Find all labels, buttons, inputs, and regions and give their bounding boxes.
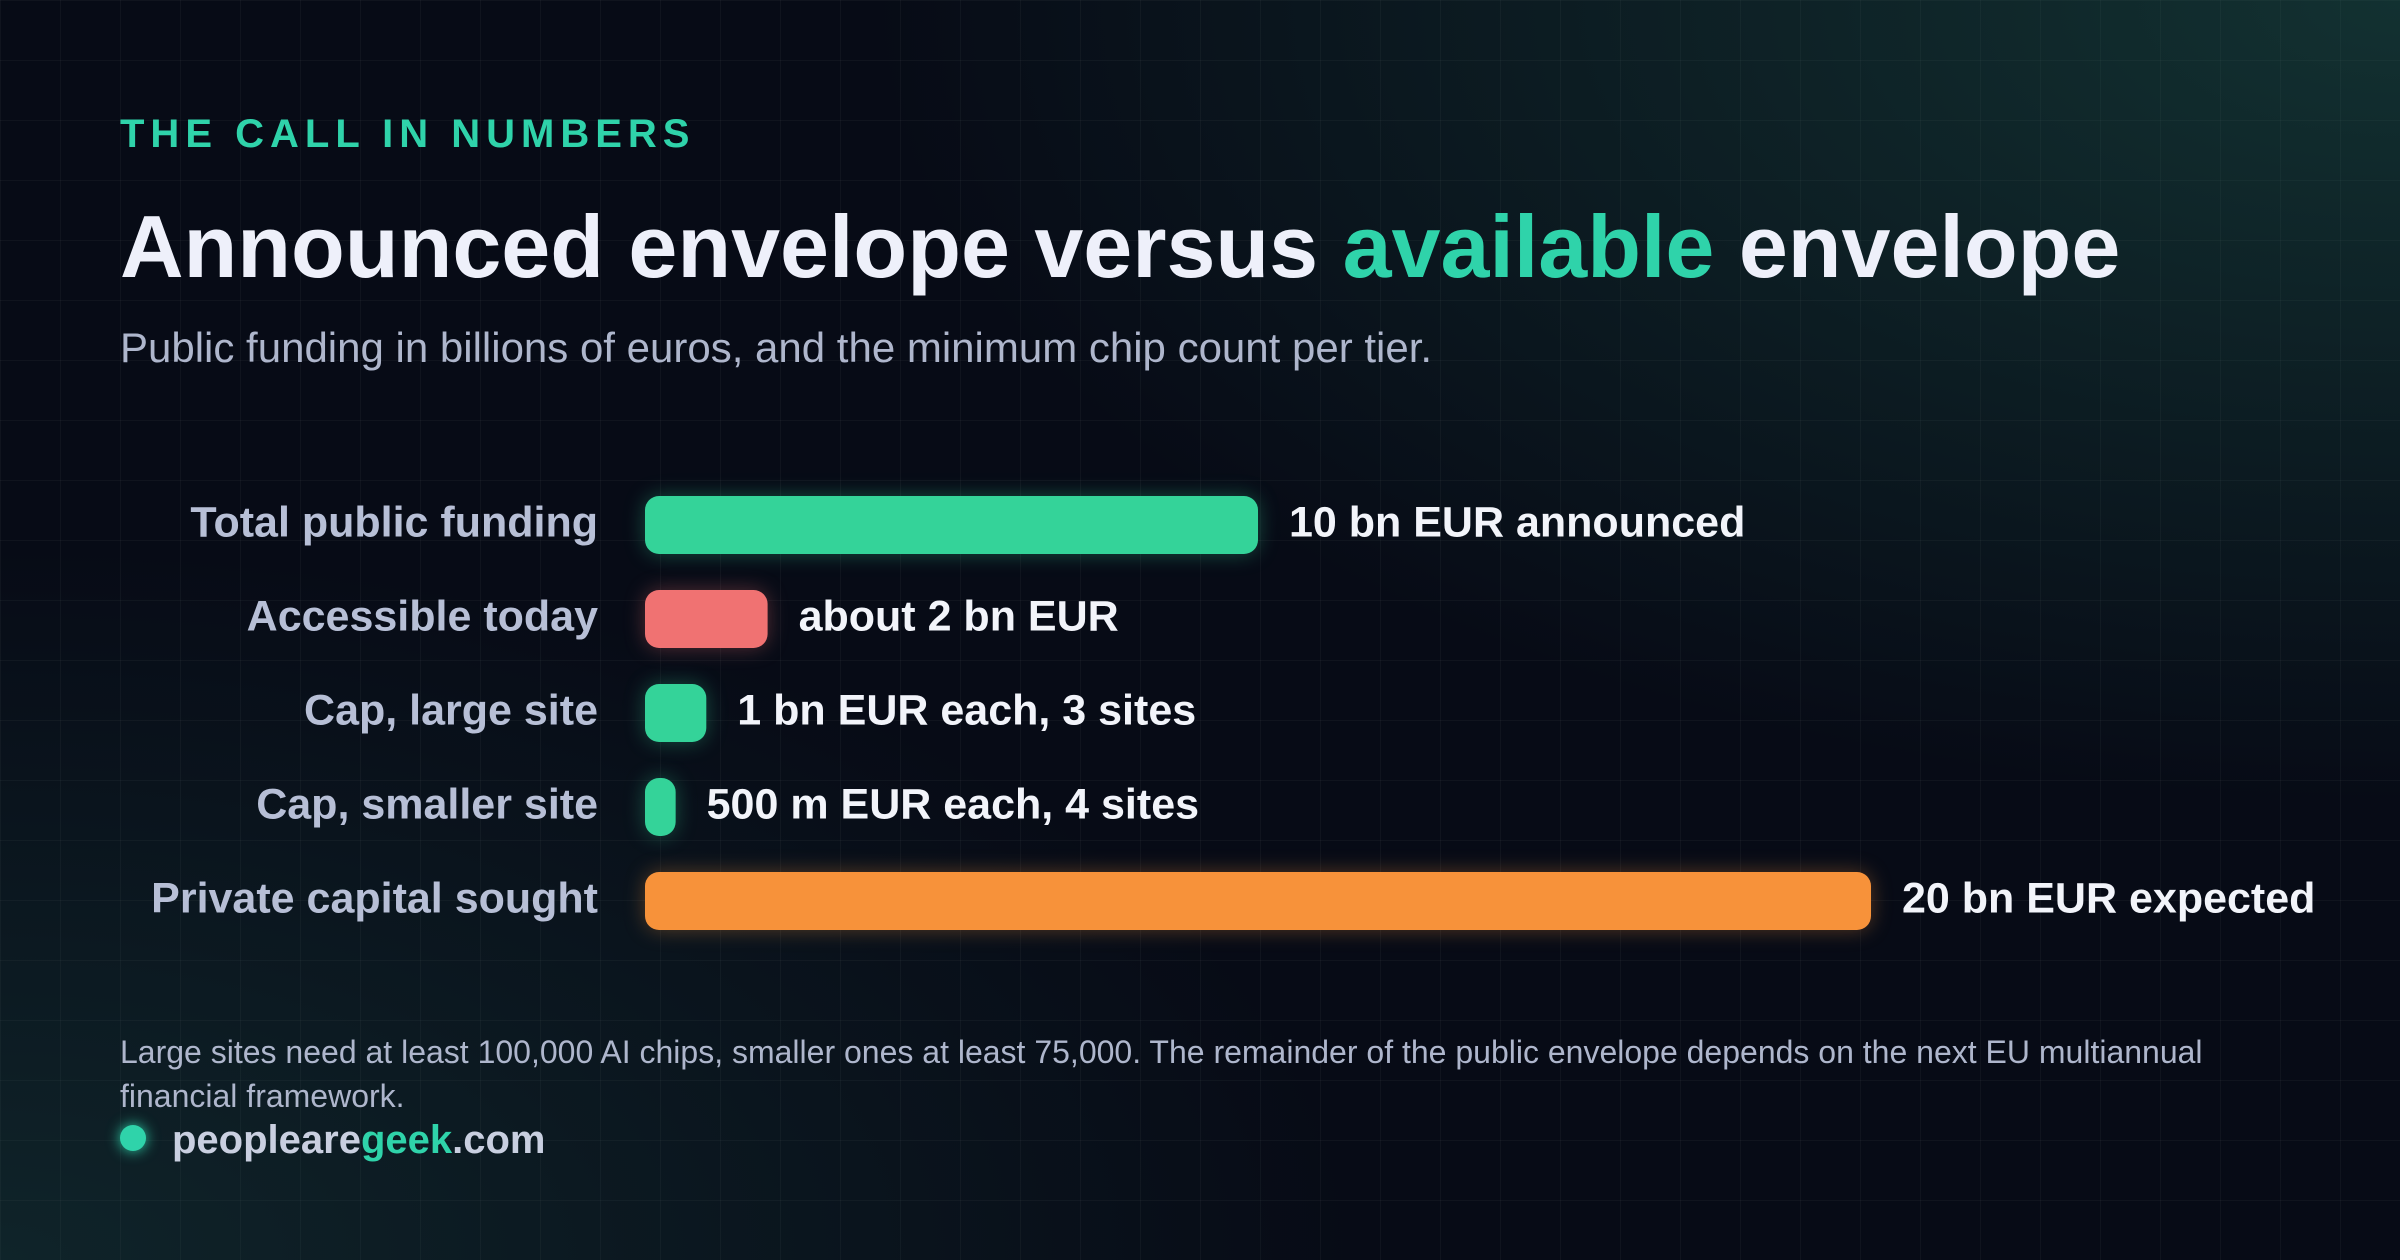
site: peoplearegeek.com xyxy=(120,1118,546,1163)
bar xyxy=(645,684,707,742)
category-label: Cap, large site xyxy=(304,686,598,734)
title-highlight: available xyxy=(1342,197,1715,296)
value-label: 10 bn EUR announced xyxy=(1289,498,1745,546)
bar xyxy=(645,590,768,648)
site-part: peopleare xyxy=(172,1118,361,1162)
site-highlight: geek xyxy=(360,1118,453,1162)
title: Announced envelope versus available enve… xyxy=(120,196,2120,298)
bar xyxy=(645,778,676,836)
site-part: .com xyxy=(452,1118,546,1162)
value-label: about 2 bn EUR xyxy=(799,592,1119,640)
value-label: 20 bn EUR expected xyxy=(1902,874,2315,922)
chart: Total public funding 10 bn EUR announced A… xyxy=(151,496,2315,930)
category-label: Private capital sought xyxy=(151,874,598,922)
eyebrow: THE CALL IN NUMBERS xyxy=(120,112,696,156)
subtitle: Public funding in billions of euros, and… xyxy=(120,324,1433,371)
bar xyxy=(645,872,1871,930)
site-dot xyxy=(120,1125,146,1152)
category-label: Total public funding xyxy=(190,498,598,546)
title-part: Announced envelope versus xyxy=(120,197,1319,296)
category-label: Cap, smaller site xyxy=(256,780,598,828)
value-label: 500 m EUR each, 4 sites xyxy=(707,780,1199,828)
category-label: Accessible today xyxy=(247,592,598,640)
bar xyxy=(645,496,1258,554)
title-part: envelope xyxy=(1738,197,2121,296)
value-label: 1 bn EUR each, 3 sites xyxy=(737,686,1196,734)
note: Large sites need at least 100,000 AI chi… xyxy=(120,1034,2203,1114)
